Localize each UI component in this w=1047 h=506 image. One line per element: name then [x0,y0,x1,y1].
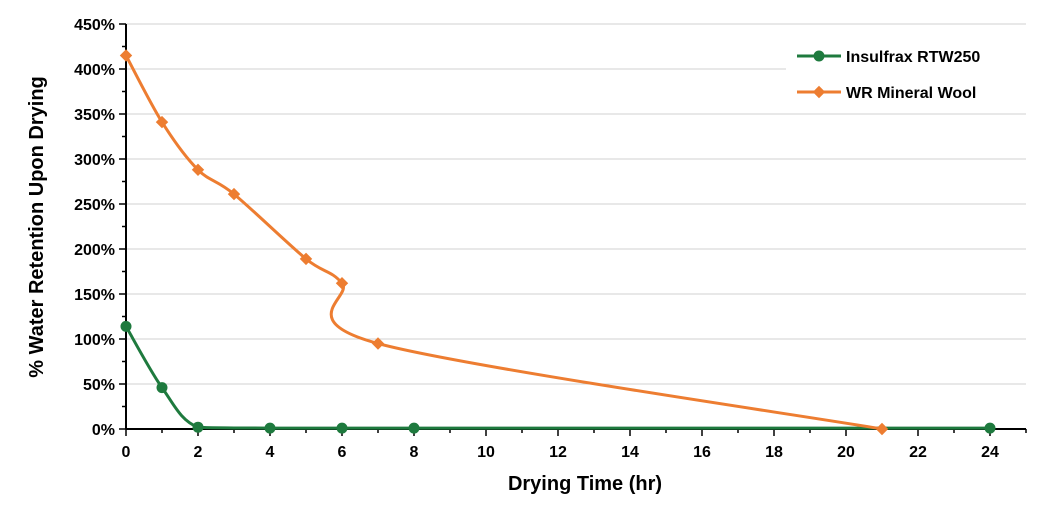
series-0 [120,320,996,434]
legend-label: WR Mineral Wool [846,85,976,102]
data-point [191,163,205,177]
x-axis-title: Drying Time (hr) [508,473,662,495]
data-point [299,252,313,266]
data-point [336,422,348,434]
y-tick-label: 0% [92,422,115,439]
data-point [156,382,168,394]
series-1 [119,49,889,436]
legend-item: WR Mineral Wool [797,85,976,102]
legend: Insulfrax RTW250 WR Mineral Wool [786,36,1028,112]
data-point [120,320,132,332]
data-point [984,422,996,434]
x-tick-label: 0 [122,444,131,461]
data-point [335,276,349,290]
x-tick-label: 20 [837,444,855,461]
series-line [124,54,884,431]
data-point [264,422,276,434]
x-tick-label: 6 [338,444,347,461]
data-point [155,115,169,129]
y-tick-label: 50% [83,377,115,394]
y-tick-label: 400% [74,62,115,79]
data-point [875,422,889,436]
y-tick-labels: 0% 50% 100% 150% 200% 250% 300% 350% 400% 450% [74,17,115,439]
gridlines [126,23,1026,385]
legend-background [786,36,1028,112]
data-point [119,49,133,62]
legend-marker [812,85,826,99]
x-tick-label: 10 [477,444,495,461]
x-tick-label: 22 [909,444,927,461]
x-tick-label: 4 [266,444,275,461]
y-tick-label: 350% [74,107,115,124]
legend-label: Insulfrax RTW250 [846,49,980,66]
y-tick-label: 250% [74,197,115,214]
y-axis-title: % Water Retention Upon Drying [26,76,48,377]
x-tick-label: 14 [621,444,639,461]
y-tick-label: 100% [74,332,115,349]
x-tick-label: 24 [981,444,999,461]
x-tick-labels: 0 2 4 6 8 10 12 14 16 18 20 22 24 [122,444,999,461]
series [119,49,996,436]
x-tick-label: 12 [549,444,567,461]
legend-marker [813,50,825,62]
data-point [408,422,420,434]
data-point [192,421,204,433]
x-tick-label: 16 [693,444,711,461]
data-point [371,337,385,350]
x-tick-label: 2 [194,444,203,461]
x-tick-label: 8 [410,444,419,461]
x-tick-label: 18 [765,444,783,461]
y-tick-label: 200% [74,242,115,259]
y-tick-label: 150% [74,287,115,304]
legend-item: Insulfrax RTW250 [797,49,980,66]
y-tick-label: 300% [74,152,115,169]
data-point [227,187,241,201]
y-tick-label: 450% [74,17,115,34]
